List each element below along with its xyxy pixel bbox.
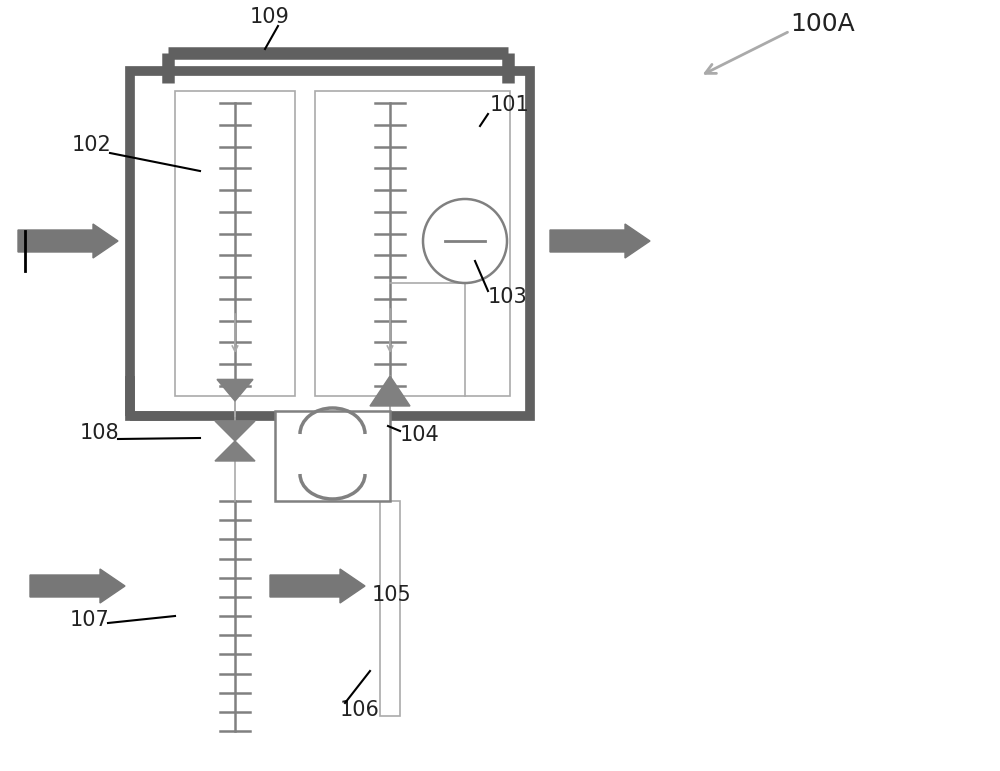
Polygon shape — [370, 376, 410, 406]
Text: 105: 105 — [372, 585, 412, 605]
Bar — [315, 91, 510, 396]
Bar — [380, 501, 400, 716]
Text: 104: 104 — [400, 425, 440, 445]
Text: 103: 103 — [488, 287, 528, 307]
Polygon shape — [550, 224, 650, 258]
Text: 101: 101 — [490, 95, 530, 115]
Text: 107: 107 — [70, 610, 110, 630]
Polygon shape — [18, 224, 118, 258]
Bar — [175, 91, 295, 396]
Bar — [130, 71, 530, 416]
Circle shape — [423, 199, 507, 283]
Polygon shape — [215, 441, 255, 461]
Polygon shape — [270, 569, 365, 603]
Polygon shape — [215, 421, 255, 441]
Polygon shape — [30, 569, 125, 603]
Polygon shape — [217, 379, 253, 401]
Text: 108: 108 — [80, 423, 120, 443]
Text: 106: 106 — [340, 700, 380, 720]
Text: 109: 109 — [250, 7, 290, 27]
Bar — [275, 411, 390, 501]
Text: 102: 102 — [72, 135, 112, 155]
Text: 100A: 100A — [790, 12, 855, 36]
